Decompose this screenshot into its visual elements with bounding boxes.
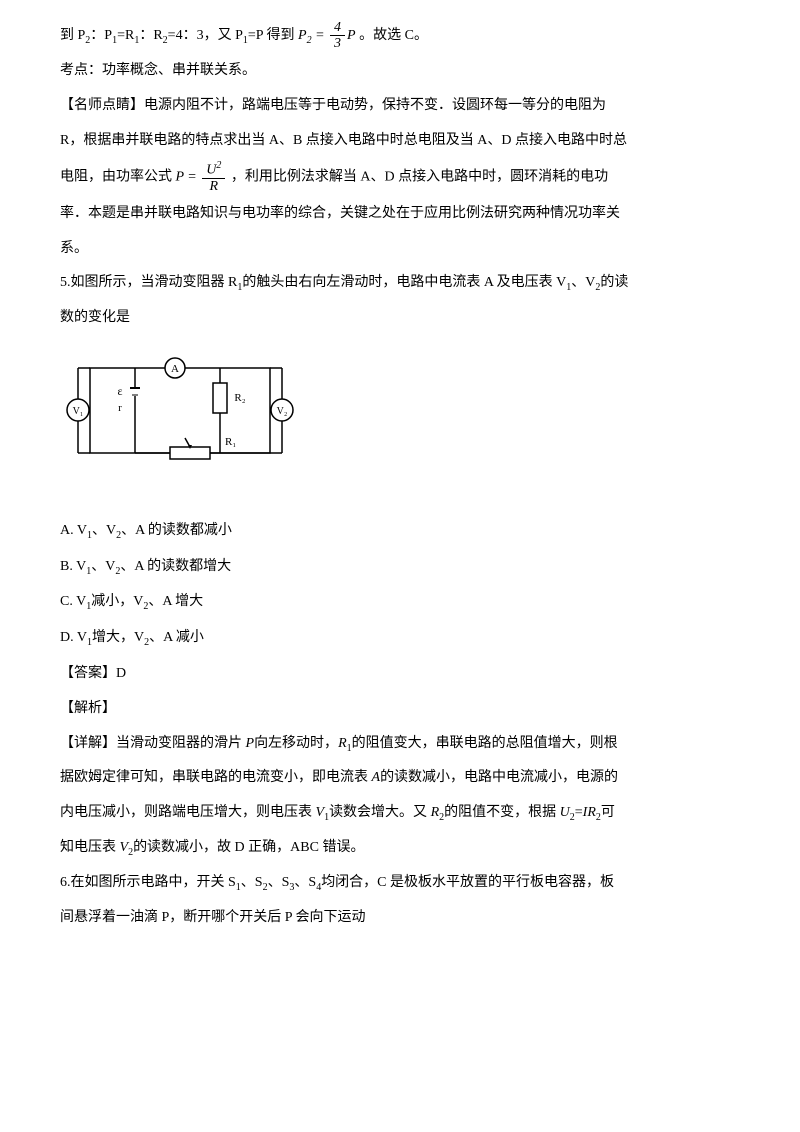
line-4: R，根据串并联电路的特点求出当 A、B 点接入电路中时总电阻及当 A、D 点接入… — [60, 126, 740, 157]
text: 、A 的读数都减小 — [121, 523, 232, 538]
r-label: r — [118, 402, 122, 414]
var: U — [560, 805, 570, 820]
text: 。故选 C。 — [359, 28, 428, 43]
question-6-line2: 间悬浮着一油滴 P，断开哪个开关后 P 会向下运动 — [60, 903, 740, 934]
denominator: 3 — [330, 36, 345, 51]
denominator: R — [202, 179, 225, 194]
text: 、S — [268, 875, 290, 890]
var: V — [316, 805, 325, 820]
line-5: 电阻，由功率公式 P = U2R ，利用比例法求解当 A、D 点接入电路中时，圆… — [60, 160, 740, 194]
text: 、A 的读数都增大 — [120, 559, 231, 574]
text: =P 得到 — [248, 28, 295, 43]
question-5-line2: 数的变化是 — [60, 303, 740, 334]
text: 的读数减小，故 D 正确，ABC 错误。 — [133, 840, 364, 855]
var: P — [298, 28, 307, 43]
line-6: 率．本题是串并联电路知识与电功率的综合，关键之处在于应用比例法研究两种情况功率关 — [60, 199, 740, 230]
text: 6.在如图所示电路中，开关 S — [60, 875, 236, 890]
text: ：R — [139, 28, 162, 43]
option-c: C. V1减小，V2、A 增大 — [60, 587, 740, 618]
detail-line-2: 据欧姆定律可知，串联电路的电流变小，即电流表 A的读数减小，电路中电流减小，电源… — [60, 763, 740, 794]
question-6: 6.在如图所示电路中，开关 S1、S2、S3、S4均闭合，C 是极板水平放置的平… — [60, 868, 740, 899]
text: A. V — [60, 523, 87, 538]
eq: = — [312, 28, 328, 43]
emf-label: ε — [117, 384, 122, 398]
text: 向左移动时， — [254, 736, 338, 751]
detail-line-1: 【详解】当滑动变阻器的滑片 P向左移动时，R1的阻值变大，串联电路的总阻值增大，… — [60, 729, 740, 760]
line-1: 到 P2：P1=R1：R2=4：3，又 P1=P 得到 P2 = 43P 。故选… — [60, 20, 740, 52]
fraction: 43 — [330, 20, 345, 52]
text: 、V — [571, 275, 595, 290]
option-d: D. V1增大，V2、A 减小 — [60, 623, 740, 654]
option-b: B. V1、V2、A 的读数都增大 — [60, 552, 740, 583]
text: 【详解】当滑动变阻器的滑片 — [60, 736, 246, 751]
question-5: 5.如图所示，当滑动变阻器 R1的触头由右向左滑动时，电路中电流表 A 及电压表… — [60, 268, 740, 299]
text: 、S — [294, 875, 316, 890]
text: 的读数减小，电路中电流减小，电源的 — [380, 770, 618, 785]
text: 、A 减小 — [149, 630, 204, 645]
ammeter-label: A — [171, 363, 179, 375]
answer: 【答案】D — [60, 659, 740, 690]
detail-line-3: 内电压减小，则路端电压增大，则电压表 V1读数会增大。又 R2的阻值不变，根据 … — [60, 798, 740, 829]
line-3: 【名师点睛】电源内阻不计，路端电压等于电动势，保持不变．设圆环每一等分的电阻为 — [60, 91, 740, 122]
text: 增大，V — [92, 630, 144, 645]
r2-label: R₂ — [234, 392, 245, 404]
text: 知电压表 — [60, 840, 120, 855]
line-7: 系。 — [60, 234, 740, 265]
option-a: A. V1、V2、A 的读数都减小 — [60, 516, 740, 547]
text: 到 P — [60, 28, 85, 43]
text: 内电压减小，则路端电压增大，则电压表 — [60, 805, 316, 820]
fraction: U2R — [202, 160, 225, 194]
text: ：P — [90, 28, 112, 43]
text: 5.如图所示，当滑动变阻器 R — [60, 275, 237, 290]
var: U — [206, 163, 216, 178]
detail-line-4: 知电压表 V2的读数减小，故 D 正确，ABC 错误。 — [60, 833, 740, 864]
text: 的读 — [600, 275, 628, 290]
eq: = — [575, 805, 583, 820]
v1-label: V₁ — [73, 406, 84, 417]
numerator: 4 — [330, 20, 345, 36]
var: R — [431, 805, 440, 820]
var: R — [338, 736, 347, 751]
var: IR — [583, 805, 596, 820]
var: P = — [176, 170, 201, 185]
text: 读数会增大。又 — [329, 805, 431, 820]
v2-label: V₂ — [277, 406, 288, 417]
circuit-diagram: A ε r V₁ R₂ V₂ R₁ — [60, 353, 300, 483]
var: P — [246, 736, 255, 751]
formula-power: P = U2R — [176, 160, 228, 194]
formula-p2: P2 = 43P — [298, 20, 356, 52]
text: C. V — [60, 594, 86, 609]
numerator: U2 — [202, 160, 225, 179]
text: 的触头由右向左滑动时，电路中电流表 A 及电压表 V — [242, 275, 566, 290]
text: 、V — [91, 559, 115, 574]
r1-label: R₁ — [225, 436, 236, 448]
text: 据欧姆定律可知，串联电路的电流变小，即电流表 — [60, 770, 372, 785]
superscript: 2 — [216, 160, 221, 171]
line-2: 考点：功率概念、串并联关系。 — [60, 56, 740, 87]
text: 可 — [601, 805, 615, 820]
var: A — [372, 770, 381, 785]
text: 、S — [241, 875, 263, 890]
text: 的阻值不变，根据 — [444, 805, 560, 820]
text: B. V — [60, 559, 86, 574]
text: 均闭合，C 是极板水平放置的平行板电容器，板 — [321, 875, 614, 890]
text: =R — [117, 28, 134, 43]
text: 的阻值变大，串联电路的总阻值增大，则根 — [352, 736, 618, 751]
text: 、V — [92, 523, 116, 538]
text: 、A 增大 — [148, 594, 203, 609]
text: ，利用比例法求解当 A、D 点接入电路中时，圆环消耗的电功 — [231, 170, 608, 185]
text: 减小，V — [91, 594, 143, 609]
var: P — [347, 28, 356, 43]
var: V — [120, 840, 129, 855]
analysis-label: 【解析】 — [60, 694, 740, 725]
text: =4：3，又 P — [168, 28, 243, 43]
text: D. V — [60, 630, 87, 645]
text: 电阻，由功率公式 — [60, 170, 172, 185]
